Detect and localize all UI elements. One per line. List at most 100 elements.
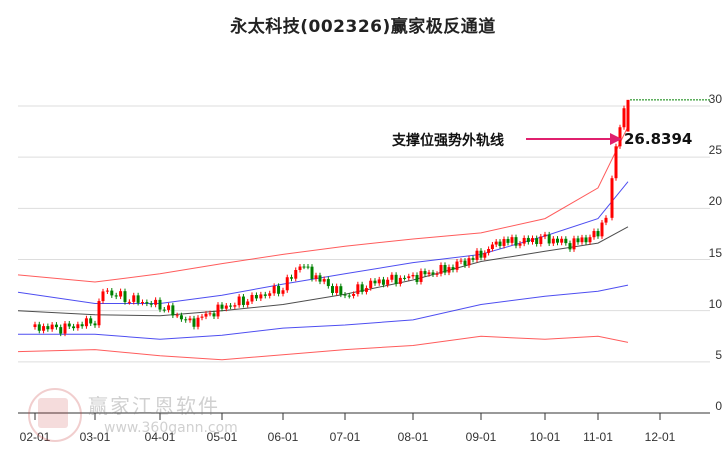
candle-body (386, 279, 390, 285)
candle-body (373, 280, 377, 284)
candle-body (298, 266, 302, 270)
candle-body (241, 296, 245, 305)
candle-body (560, 238, 564, 243)
candle-body (339, 286, 343, 295)
candle-body (254, 294, 258, 299)
candle-body (539, 236, 543, 244)
candle-body (556, 238, 559, 243)
candle-body (455, 261, 459, 270)
candle-body (237, 296, 241, 306)
candle-body (179, 315, 183, 320)
candle-body (506, 239, 510, 243)
candle-body (208, 313, 212, 315)
candle-body (526, 237, 530, 243)
candle-body (149, 303, 153, 305)
candle-body (356, 284, 360, 294)
candle-body (263, 294, 267, 296)
candle-body (145, 302, 149, 304)
x-tick-label: 11-01 (583, 430, 613, 444)
candle-body (369, 280, 373, 289)
candle-body (377, 279, 381, 284)
candle-body (123, 291, 127, 303)
candle-body (331, 286, 334, 293)
candle-body (175, 315, 179, 317)
candle-body (132, 295, 136, 302)
candle-body (494, 241, 498, 245)
candle-body (302, 266, 306, 268)
candle-body (306, 266, 310, 268)
candle-body (584, 237, 588, 243)
candle-body (285, 277, 289, 291)
candle-body (580, 237, 584, 243)
candle-body (403, 277, 407, 279)
band-line (17, 126, 629, 283)
x-tick-label: 08-01 (397, 430, 429, 444)
candle-body (200, 316, 204, 318)
candle-body (518, 243, 522, 246)
x-tick-label: 05-01 (206, 430, 238, 444)
candle-body (343, 294, 347, 296)
candle-body (136, 295, 140, 303)
candle-body (80, 324, 84, 327)
y-tick-label: 0 (715, 399, 722, 413)
candle-body (451, 267, 455, 270)
candle-body (272, 285, 276, 294)
candle-body (188, 318, 192, 321)
candle-body (347, 295, 351, 297)
candle-body (46, 326, 50, 330)
band-line (18, 284, 629, 340)
candle-body (576, 238, 580, 243)
candle-body (119, 291, 123, 297)
candle-body (439, 264, 443, 274)
candle-body (158, 299, 162, 310)
candle-body (415, 274, 419, 282)
candle-body (294, 269, 298, 279)
annotation-value: 26.8394 (624, 130, 693, 148)
candle-body (127, 301, 131, 303)
x-tick-label: 04-01 (144, 430, 176, 444)
candle-body (610, 178, 614, 218)
candle-body (50, 324, 54, 330)
candle-body (568, 243, 572, 250)
x-tick-label: 03-01 (79, 430, 111, 444)
candle-body (162, 309, 166, 311)
candle-body (59, 327, 63, 334)
candle-body (54, 324, 58, 328)
candle-body (487, 249, 491, 253)
candle-body (154, 299, 158, 305)
candle-body (290, 277, 293, 279)
candle-body (268, 293, 272, 296)
annotation-arrow-icon (610, 133, 622, 145)
candle-body (204, 313, 208, 317)
candle-body (531, 238, 534, 243)
band-line (17, 335, 629, 361)
x-tick-label: 07-01 (329, 430, 361, 444)
candle-body (335, 286, 339, 293)
candle-body (364, 288, 368, 292)
candle-body (435, 273, 439, 275)
candle-body (398, 277, 402, 284)
x-tick-label: 09-01 (465, 430, 497, 444)
candle-body (33, 324, 37, 328)
candle-body (326, 279, 330, 287)
candle-body (407, 276, 411, 279)
candle-body (220, 304, 224, 309)
candle-body (171, 305, 175, 316)
candle-body (522, 237, 526, 244)
candle-body (318, 275, 322, 282)
candle-body (467, 258, 471, 266)
candle-body (37, 324, 41, 331)
candle-body (322, 279, 326, 282)
candle-body (427, 272, 431, 275)
candle-body (141, 302, 144, 304)
candle-body (614, 146, 618, 179)
candle-body (246, 301, 250, 305)
candle-body (84, 318, 88, 327)
candle-body (63, 323, 67, 334)
candle-body (89, 318, 93, 324)
candle-body (471, 258, 475, 260)
candle-body (604, 217, 608, 223)
candle-body (592, 231, 596, 238)
candle-body (423, 271, 427, 275)
candle-body (192, 318, 196, 327)
